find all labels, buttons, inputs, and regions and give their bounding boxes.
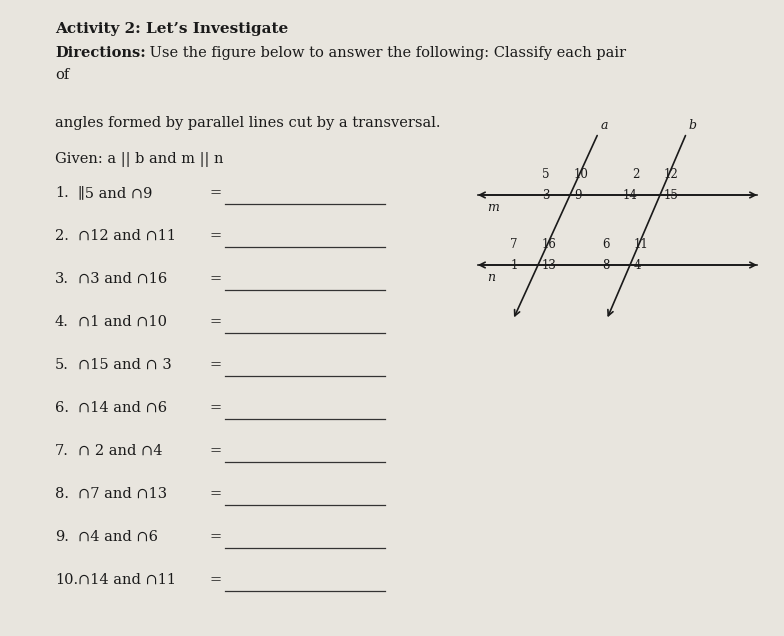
- Text: =: =: [210, 315, 222, 329]
- Text: =: =: [210, 573, 222, 587]
- Text: =: =: [210, 358, 222, 372]
- Text: 9: 9: [574, 189, 582, 202]
- Text: ∩4 and ∩6: ∩4 and ∩6: [78, 530, 158, 544]
- Text: ∩ 2 and ∩4: ∩ 2 and ∩4: [78, 444, 162, 458]
- Text: =: =: [210, 530, 222, 544]
- Text: 7: 7: [510, 238, 518, 251]
- Text: ∩14 and ∩11: ∩14 and ∩11: [78, 573, 176, 587]
- Text: angles formed by parallel lines cut by a transversal.: angles formed by parallel lines cut by a…: [55, 116, 441, 130]
- Text: 15: 15: [664, 189, 679, 202]
- Text: m: m: [487, 201, 499, 214]
- Text: a: a: [601, 119, 608, 132]
- Text: 3: 3: [543, 189, 550, 202]
- Text: 4: 4: [634, 259, 641, 272]
- Text: =: =: [210, 186, 222, 200]
- Text: 13: 13: [542, 259, 557, 272]
- Text: ∩3 and ∩16: ∩3 and ∩16: [78, 272, 167, 286]
- Text: 8.: 8.: [55, 487, 69, 501]
- Text: 10: 10: [574, 168, 589, 181]
- Text: 2: 2: [633, 168, 640, 181]
- Text: 10.: 10.: [55, 573, 78, 587]
- Text: ∩14 and ∩6: ∩14 and ∩6: [78, 401, 167, 415]
- Text: n: n: [487, 271, 495, 284]
- Text: 6: 6: [602, 238, 610, 251]
- Text: 1.: 1.: [55, 186, 69, 200]
- Text: 12: 12: [664, 168, 679, 181]
- Text: 5.: 5.: [55, 358, 69, 372]
- Text: 11: 11: [634, 238, 648, 251]
- Text: 9.: 9.: [55, 530, 69, 544]
- Text: of: of: [55, 68, 69, 82]
- Text: 14: 14: [623, 189, 638, 202]
- Text: ∩7 and ∩13: ∩7 and ∩13: [78, 487, 167, 501]
- Text: ∩15 and ∩ 3: ∩15 and ∩ 3: [78, 358, 172, 372]
- Text: =: =: [210, 444, 222, 458]
- Text: Given: a || b and m || n: Given: a || b and m || n: [55, 152, 223, 167]
- Text: 1: 1: [510, 259, 518, 272]
- Text: Directions:: Directions:: [55, 46, 146, 60]
- Text: 8: 8: [603, 259, 610, 272]
- Text: 3.: 3.: [55, 272, 69, 286]
- Text: 4.: 4.: [55, 315, 69, 329]
- Text: =: =: [210, 401, 222, 415]
- Text: 7.: 7.: [55, 444, 69, 458]
- Text: 6.: 6.: [55, 401, 69, 415]
- Text: =: =: [210, 487, 222, 501]
- Text: 5: 5: [543, 168, 550, 181]
- Text: Activity 2: Let’s Investigate: Activity 2: Let’s Investigate: [55, 22, 289, 36]
- Text: 16: 16: [542, 238, 557, 251]
- Text: Use the figure below to answer the following: Classify each pair: Use the figure below to answer the follo…: [145, 46, 626, 60]
- Text: ∩1 and ∩10: ∩1 and ∩10: [78, 315, 167, 329]
- Text: 2.: 2.: [55, 229, 69, 243]
- Text: ∥5 and ∩9: ∥5 and ∩9: [78, 186, 152, 200]
- Text: ∩12 and ∩11: ∩12 and ∩11: [78, 229, 176, 243]
- Text: =: =: [210, 272, 222, 286]
- Text: b: b: [688, 119, 696, 132]
- Text: =: =: [210, 229, 222, 243]
